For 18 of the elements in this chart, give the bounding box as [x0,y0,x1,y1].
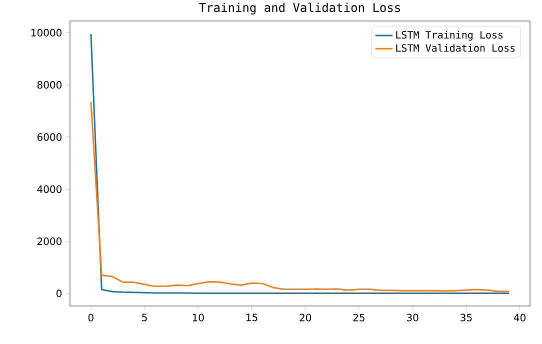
x-tick-label: 10 [192,314,204,322]
y-tick-label: 10000 [31,28,62,37]
x-tick-label: 40 [514,314,526,322]
legend-label: LSTM Validation Loss [396,44,515,52]
x-tick-label: 35 [460,314,472,322]
y-tick-label: 2000 [37,238,62,246]
y-tick-label: 4000 [37,185,62,193]
x-tick-label: 20 [300,314,312,322]
x-tick-label: 15 [246,314,258,322]
x-tick-label: 5 [142,314,147,322]
y-tick-label: 6000 [37,133,62,141]
x-tick-label: 25 [353,314,364,322]
chart-title: Training and Validation Loss [199,2,400,14]
legend-label: LSTM Training Loss [396,30,503,41]
x-tick-label: 30 [406,314,418,322]
x-tick-label: 0 [88,314,94,322]
y-tick-label: 8000 [37,81,62,89]
y-tick-label: 0 [56,290,62,298]
